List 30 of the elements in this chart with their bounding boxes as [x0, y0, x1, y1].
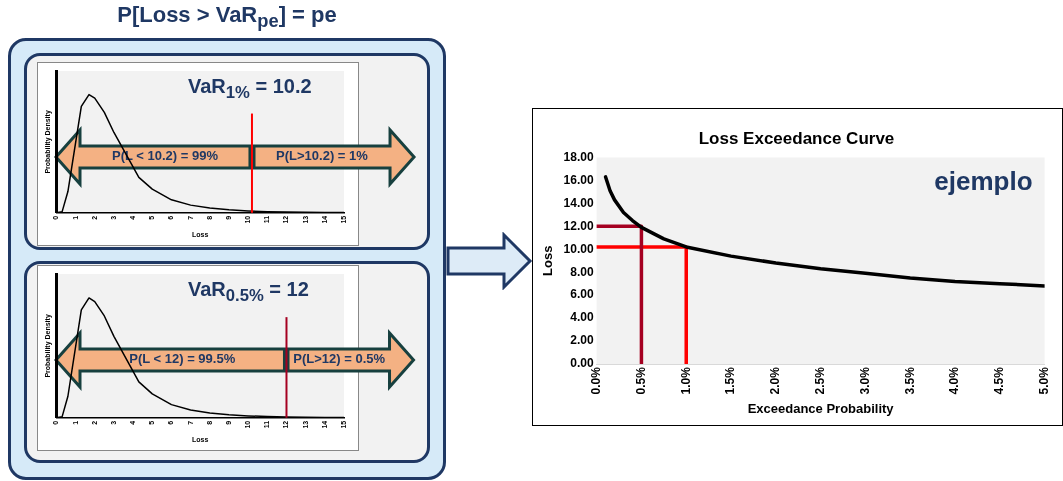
y-axis-title: Loss	[540, 245, 556, 276]
x-tick-label: 3.5%	[902, 366, 917, 395]
y-tick-label: 8.00	[570, 264, 594, 279]
x-tick-label: 3.0%	[857, 366, 872, 395]
annotation: P(L < 12) = 99.5%	[128, 351, 237, 366]
x-tick-label: 2.5%	[812, 366, 827, 395]
annotation: P(L>12) = 0.5%	[292, 351, 387, 366]
y-tick-label: 14.00	[563, 195, 594, 210]
x-tick-label: 1.5%	[723, 366, 738, 395]
x-tick-label: 0.5%	[633, 366, 648, 395]
y-tick-label: 4.00	[570, 310, 594, 325]
x-tick-label: 1.0%	[678, 366, 693, 395]
x-axis-title: Exceedance Probability	[747, 400, 895, 416]
y-tick-label: 6.00	[570, 287, 594, 302]
x-tick-label: 2.0%	[768, 366, 783, 395]
annotation: VaR$_{0.5%}$ = 12	[188, 278, 309, 306]
x-tick-label: 4.5%	[992, 366, 1007, 395]
chart-title: P[Loss > VaR$_{pe}$] = pe	[116, 2, 338, 33]
y-tick-label: 18.00	[563, 149, 594, 164]
x-tick-label: 0.0%	[588, 366, 603, 395]
x-tick-label: 5.0%	[1036, 366, 1051, 395]
annotation: VaR$_{1%}$ = 10.2	[188, 75, 312, 103]
annotation: ejemplo	[934, 165, 1033, 196]
y-tick-label: 2.00	[570, 333, 594, 348]
y-tick-label: 12.00	[563, 218, 594, 233]
y-tick-label: 16.00	[563, 172, 594, 187]
y-tick-label: 10.00	[563, 241, 594, 256]
chart-title: Loss Exceedance Curve	[698, 128, 895, 148]
x-tick-label: 4.0%	[947, 366, 962, 395]
annotation: P(L>10.2) = 1%	[275, 148, 369, 163]
